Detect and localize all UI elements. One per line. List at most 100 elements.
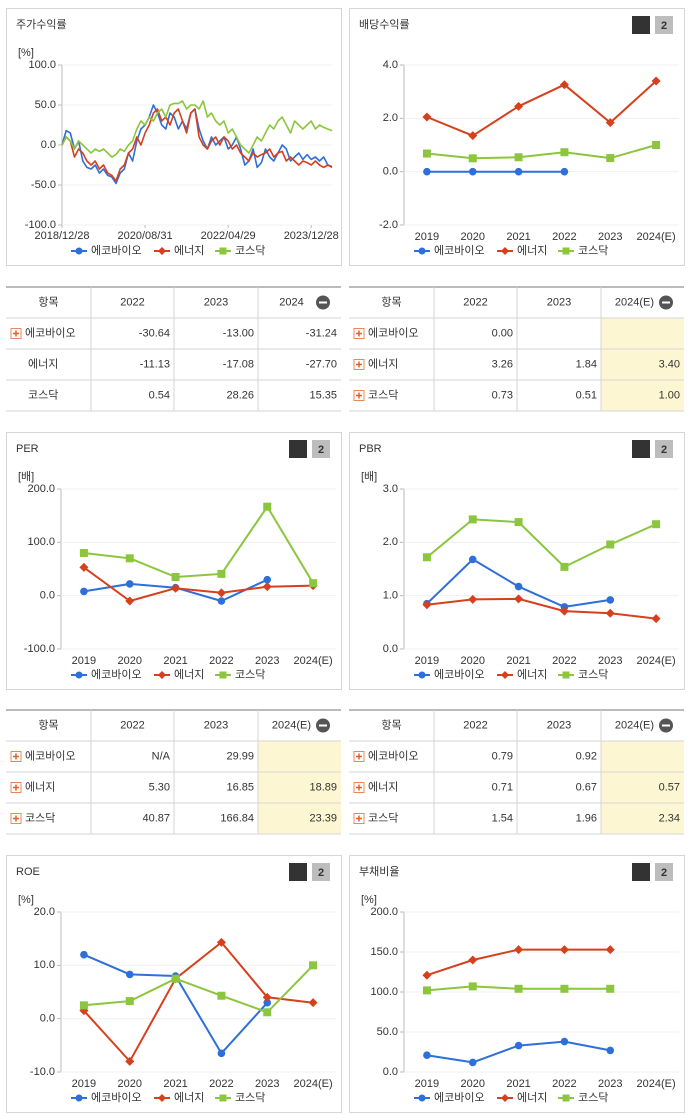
button[interactable] bbox=[312, 863, 330, 881]
marker bbox=[79, 1001, 88, 1010]
value-cell: -11.13 bbox=[140, 358, 170, 370]
marker bbox=[423, 1051, 431, 1059]
marker bbox=[309, 579, 318, 588]
marker bbox=[171, 583, 181, 593]
marker bbox=[468, 1058, 477, 1067]
legend-label: 에너지 bbox=[517, 1091, 547, 1104]
legend-marker bbox=[75, 247, 83, 255]
marker bbox=[514, 582, 523, 591]
button[interactable] bbox=[289, 440, 307, 458]
value-cell: 1.96 bbox=[576, 812, 597, 824]
series-line bbox=[426, 597, 657, 620]
y-tick-label: 10.0 bbox=[34, 959, 55, 971]
panel-title: ROE bbox=[16, 866, 40, 878]
x-tick-label: 2020 bbox=[118, 655, 142, 667]
button[interactable] bbox=[632, 16, 650, 34]
x-tick-label: 2021 bbox=[506, 231, 530, 243]
marker bbox=[652, 520, 661, 529]
button[interactable] bbox=[632, 863, 650, 881]
x-tick-label: 2022 bbox=[552, 1078, 576, 1090]
x-tick-label: 2024(E) bbox=[294, 1078, 333, 1090]
expand-icon-plus bbox=[13, 815, 19, 822]
marker bbox=[651, 614, 661, 624]
button-label[interactable]: 2 bbox=[318, 867, 324, 879]
legend-label: 에너지 bbox=[517, 668, 547, 681]
x-tick-label: 2022/04/29 bbox=[201, 230, 256, 242]
button-label[interactable]: 2 bbox=[318, 444, 324, 456]
marker bbox=[651, 76, 661, 86]
expand-icon-plus bbox=[356, 815, 362, 822]
marker bbox=[171, 573, 180, 581]
header-cell: 2024 bbox=[279, 296, 303, 308]
legend-marker bbox=[158, 1094, 166, 1102]
expand-icon-plus bbox=[13, 784, 19, 791]
legend-label: 에너지 bbox=[174, 1091, 204, 1104]
value-cell: -27.70 bbox=[306, 358, 337, 370]
button-label[interactable]: 1 bbox=[295, 444, 301, 456]
legend-label: 에너지 bbox=[517, 244, 547, 257]
series-line bbox=[61, 100, 333, 158]
x-tick-label: 2019 bbox=[415, 655, 439, 667]
button-label[interactable]: 1 bbox=[295, 867, 301, 879]
button-label[interactable]: 1 bbox=[638, 444, 644, 456]
expand-icon-plus bbox=[13, 753, 19, 760]
marker bbox=[125, 1056, 135, 1066]
value-cell: -30.64 bbox=[139, 327, 170, 339]
header-cell: 2022 bbox=[120, 719, 144, 731]
legend-label: 에코바이오 bbox=[91, 244, 142, 257]
legend-label: 코스닥 bbox=[235, 668, 265, 681]
marker bbox=[606, 154, 615, 163]
button[interactable] bbox=[655, 863, 673, 881]
button[interactable] bbox=[632, 440, 650, 458]
value-cell: 5.30 bbox=[149, 781, 170, 793]
button[interactable] bbox=[289, 863, 307, 881]
marker bbox=[80, 587, 88, 596]
marker bbox=[514, 153, 523, 162]
y-tick-label: 0.0 bbox=[383, 166, 398, 178]
marker bbox=[606, 984, 615, 993]
y-tick-label: 100.0 bbox=[370, 986, 398, 998]
marker bbox=[216, 588, 226, 598]
button-label[interactable]: 2 bbox=[661, 20, 667, 32]
y-tick-label: -2.0 bbox=[379, 219, 398, 231]
button-label[interactable]: 2 bbox=[661, 867, 667, 879]
button-label[interactable]: 2 bbox=[661, 444, 667, 456]
unit-label: [%] bbox=[361, 894, 377, 906]
y-tick-label: 200.0 bbox=[370, 906, 398, 918]
x-tick-label: 2022 bbox=[209, 655, 233, 667]
button[interactable] bbox=[655, 16, 673, 34]
header-cell: 항목 bbox=[38, 718, 58, 731]
button-label[interactable]: 1 bbox=[638, 867, 644, 879]
row-label: 코스닥 bbox=[368, 811, 398, 824]
expand-icon-plus bbox=[356, 330, 362, 337]
marker bbox=[605, 945, 615, 955]
header-cell: 항목 bbox=[381, 295, 401, 308]
marker bbox=[560, 148, 569, 157]
header-cell: 2024(E) bbox=[615, 296, 654, 308]
marker bbox=[422, 986, 431, 995]
legend-marker bbox=[501, 247, 509, 255]
marker bbox=[468, 515, 477, 524]
button[interactable] bbox=[312, 440, 330, 458]
button[interactable] bbox=[655, 440, 673, 458]
x-tick-label: 2020 bbox=[461, 1078, 485, 1090]
expand-icon-plus bbox=[356, 392, 362, 399]
y-tick-label: 0.0 bbox=[40, 590, 55, 602]
value-cell: 0.54 bbox=[149, 389, 170, 401]
marker bbox=[468, 154, 477, 163]
marker bbox=[606, 1046, 615, 1055]
expand-icon-plus bbox=[356, 361, 362, 368]
button-label[interactable]: 1 bbox=[638, 20, 644, 32]
marker bbox=[652, 141, 661, 149]
legend-marker bbox=[501, 1094, 509, 1102]
panel bbox=[349, 432, 685, 690]
row-label: 코스닥 bbox=[28, 388, 58, 401]
highlight bbox=[601, 318, 684, 411]
legend-label: 에코바이오 bbox=[91, 1091, 142, 1104]
value-cell: 0.73 bbox=[492, 389, 513, 401]
value-cell: 0.67 bbox=[576, 781, 597, 793]
legend-label: 에코바이오 bbox=[434, 668, 485, 681]
marker bbox=[125, 554, 134, 563]
marker bbox=[605, 608, 615, 618]
marker bbox=[422, 600, 432, 610]
